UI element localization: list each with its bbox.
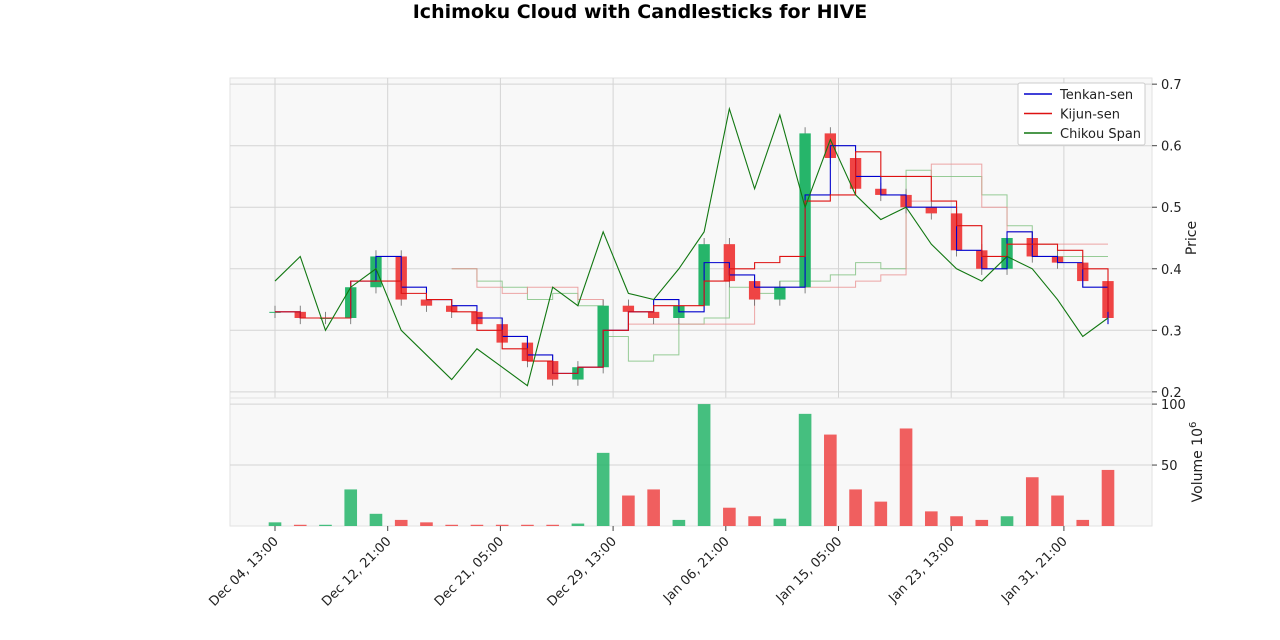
volume-bar — [824, 434, 837, 526]
volume-bar — [748, 516, 761, 526]
x-tick-label: Jan 23, 13:00 — [886, 534, 958, 606]
x-ticks: Dec 04, 13:00 Dec 12, 21:00 Dec 21, 05:00 D… — [206, 526, 1071, 610]
volume-tick-label: 100 — [1161, 398, 1186, 413]
volume-bar — [975, 519, 989, 526]
volume-bar — [697, 404, 711, 526]
volume-bar — [546, 524, 559, 526]
volume-bar — [369, 513, 383, 526]
legend-box — [1017, 82, 1146, 146]
volume-bar — [950, 516, 963, 526]
price-tick-label: 0.3 — [1161, 324, 1182, 339]
candle-body — [647, 311, 660, 318]
x-tick-label: Jan 31, 21:00 — [998, 534, 1070, 606]
volume-bar — [647, 489, 660, 526]
volume-bar — [924, 511, 938, 526]
volume-bar — [622, 495, 635, 526]
candle-body — [622, 305, 635, 312]
price-y-ticks: 0.2 0.3 0.4 0.5 0.6 0.7 — [1152, 78, 1182, 401]
volume-bar — [445, 524, 459, 526]
price-axis-label: Price — [1184, 221, 1200, 255]
legend-label: Kijun-sen — [1060, 108, 1120, 123]
price-tick-label: 0.5 — [1161, 201, 1182, 216]
x-tick-label: Dec 29, 13:00 — [545, 534, 620, 609]
volume-panel — [229, 397, 1153, 527]
series-line-kijun-sen — [275, 151, 1109, 374]
price-tick-label: 0.2 — [1161, 386, 1182, 401]
volume-bar — [394, 519, 408, 526]
candle-body — [925, 207, 937, 214]
volume-grid — [230, 403, 1152, 466]
volume-bar — [344, 489, 358, 526]
candle — [774, 281, 786, 306]
legend: Tenkan-sen Kijun-sen Chikou Span — [1017, 82, 1146, 146]
x-tick-label: Jan 06, 21:00 — [660, 534, 732, 606]
volume-bar — [470, 524, 484, 526]
candle — [925, 201, 937, 220]
series-line-chikou-span — [274, 106, 1109, 387]
price-tick-label: 0.4 — [1161, 263, 1182, 278]
x-tick-label: Dec 12, 21:00 — [319, 534, 394, 609]
volume-bar — [1101, 469, 1115, 526]
volume-bar — [1025, 477, 1039, 526]
x-tick-label: Dec 04, 13:00 — [206, 534, 281, 609]
legend-label: Tenkan-sen — [1059, 88, 1133, 103]
volume-bar — [495, 524, 509, 526]
x-tick-label: Dec 21, 05:00 — [432, 534, 507, 609]
candle-body — [748, 281, 761, 300]
volume-bars — [268, 404, 1115, 526]
volume-bar — [293, 524, 307, 526]
volume-bar — [420, 522, 433, 526]
price-panel — [229, 77, 1153, 399]
volume-bar — [319, 524, 332, 526]
volume-bar — [723, 507, 736, 526]
volume-bar — [849, 489, 862, 526]
x-tick-label: Jan 15, 05:00 — [773, 534, 845, 606]
volume-y-ticks: 50 100 — [1152, 398, 1186, 474]
candle-body — [420, 299, 433, 306]
volume-bar — [773, 518, 787, 526]
volume-bar — [268, 522, 282, 526]
volume-tick-label: 50 — [1161, 459, 1178, 474]
candle-body — [774, 287, 786, 300]
indicator-lines — [274, 106, 1109, 387]
volume-bar — [899, 428, 913, 526]
legend-label: Chikou Span — [1060, 127, 1141, 142]
volume-bar — [1076, 519, 1090, 526]
volume-bar — [672, 519, 686, 526]
volume-bar — [521, 524, 534, 526]
volume-bar — [1000, 516, 1014, 526]
volume-bar — [596, 452, 610, 526]
volume-axis-label: Volume 106 — [1188, 422, 1206, 503]
volume-bar — [798, 413, 812, 526]
price-tick-label: 0.6 — [1161, 140, 1182, 155]
volume-bar — [571, 523, 585, 526]
volume-bar — [874, 501, 888, 526]
volume-bar — [1051, 495, 1064, 526]
price-tick-label: 0.7 — [1161, 78, 1182, 93]
chart-title: Ichimoku Cloud with Candlesticks for HIV… — [413, 1, 868, 23]
